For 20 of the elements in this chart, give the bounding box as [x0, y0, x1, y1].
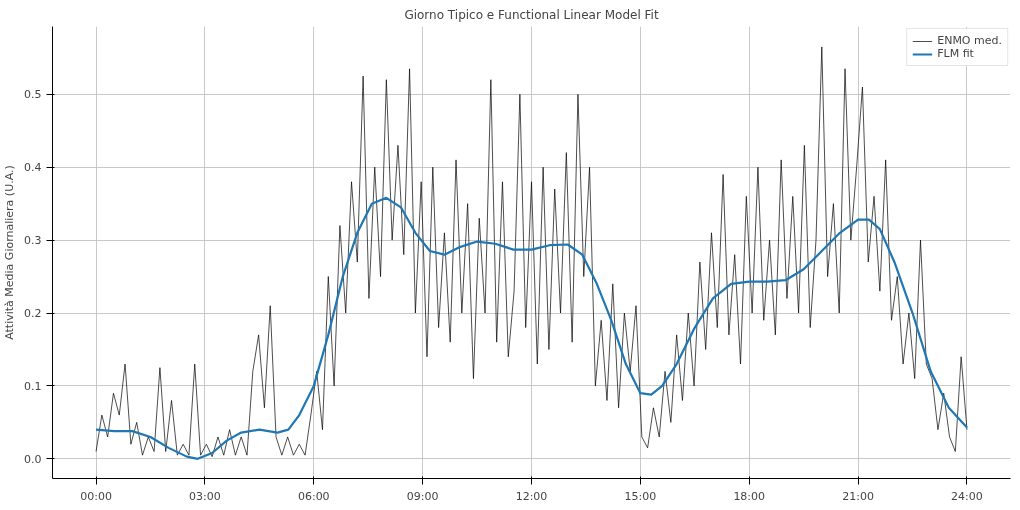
x-tick-label: 09:00	[406, 489, 439, 503]
line-series	[94, 196, 969, 460]
x-tick-label: 24:00	[951, 489, 983, 503]
x-tick-label: 03:00	[189, 489, 221, 503]
x-tick-label: 06:00	[297, 489, 330, 503]
x-tick-label: 00:00	[80, 489, 112, 503]
y-axis-title: Attività Media Giornaliera (U.A.)	[3, 165, 17, 340]
x-tick-label: 12:00	[515, 489, 548, 503]
y-tick-label: 0.0	[24, 452, 42, 466]
chart-title: Giorno Tipico e Functional Linear Model Fit	[404, 7, 659, 22]
x-tick-label: 15:00	[624, 489, 657, 503]
y-tick-label: 0.1	[24, 379, 42, 393]
legend-label: FLM fit	[937, 47, 974, 60]
y-tick-label: 0.5	[24, 88, 42, 102]
x-tick-label: 18:00	[733, 489, 766, 503]
legend-label: ENMO med.	[937, 34, 1002, 47]
y-tick-label: 0.4	[24, 161, 42, 175]
y-tick-label: 0.3	[24, 234, 42, 248]
x-tick-label: 21:00	[842, 489, 874, 503]
y-tick-label: 0.2	[24, 307, 42, 321]
